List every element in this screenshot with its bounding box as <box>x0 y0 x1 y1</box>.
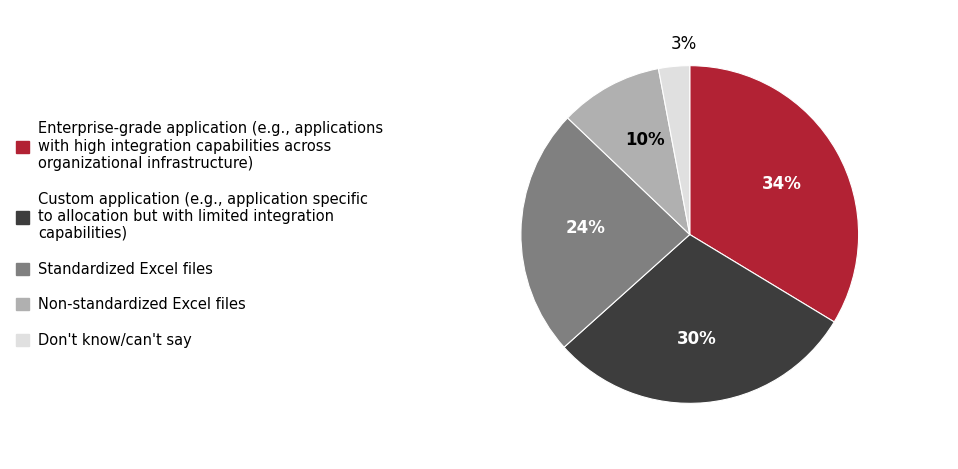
Legend: Enterprise-grade application (e.g., applications
with high integration capabilit: Enterprise-grade application (e.g., appl… <box>16 121 383 348</box>
Wedge shape <box>658 66 690 234</box>
Wedge shape <box>690 66 858 322</box>
Text: 34%: 34% <box>762 175 802 193</box>
Wedge shape <box>521 118 690 347</box>
Text: 3%: 3% <box>671 35 696 53</box>
Text: 24%: 24% <box>565 219 605 237</box>
Text: 10%: 10% <box>626 131 665 149</box>
Wedge shape <box>564 234 834 403</box>
Text: 30%: 30% <box>676 330 717 348</box>
Wedge shape <box>568 68 690 234</box>
